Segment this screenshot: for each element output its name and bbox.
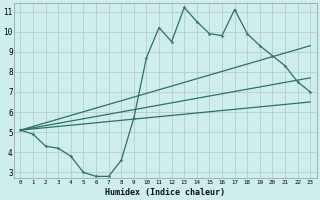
X-axis label: Humidex (Indice chaleur): Humidex (Indice chaleur) <box>105 188 225 197</box>
